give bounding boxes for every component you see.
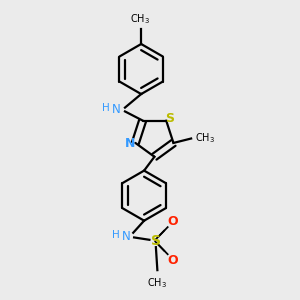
Text: S: S bbox=[165, 112, 174, 125]
Text: H: H bbox=[102, 103, 110, 113]
Text: O: O bbox=[168, 254, 178, 267]
Text: S: S bbox=[151, 234, 161, 248]
Text: N: N bbox=[122, 230, 130, 243]
Text: N: N bbox=[112, 103, 121, 116]
Text: H: H bbox=[112, 230, 120, 240]
Text: N: N bbox=[125, 137, 135, 150]
Text: CH$_3$: CH$_3$ bbox=[195, 132, 215, 145]
Text: CH$_3$: CH$_3$ bbox=[147, 276, 167, 290]
Text: O: O bbox=[168, 215, 178, 228]
Text: CH$_3$: CH$_3$ bbox=[130, 12, 150, 26]
